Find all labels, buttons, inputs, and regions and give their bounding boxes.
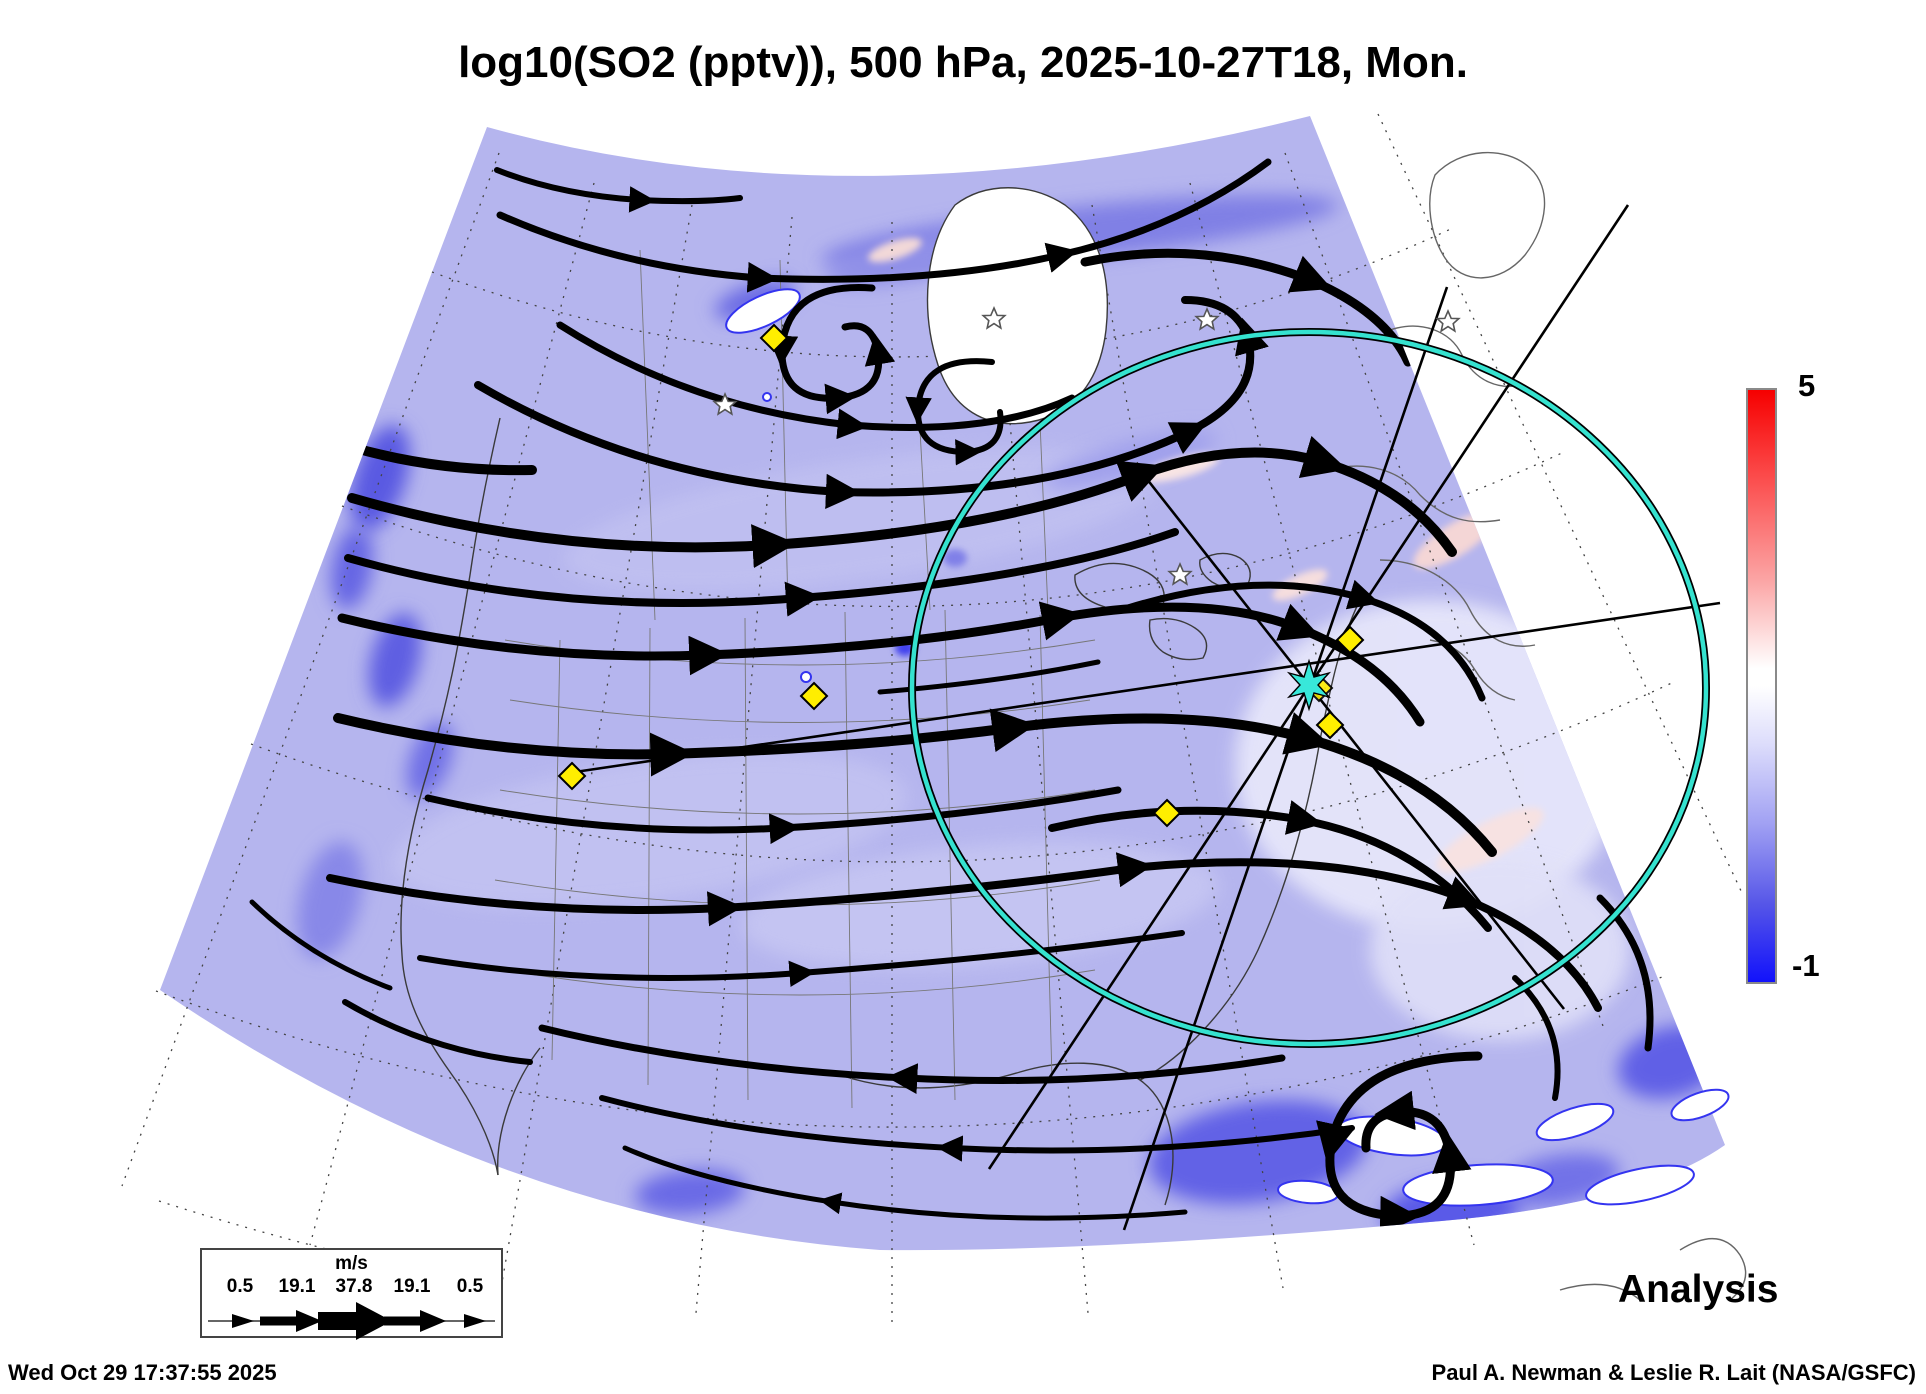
wind-arrow-scale-icon bbox=[208, 1302, 495, 1340]
wind-legend-value: 19.1 bbox=[278, 1276, 316, 1297]
wind-legend-value: 0.5 bbox=[226, 1276, 254, 1297]
credit-text: Paul A. Newman & Leslie R. Lait (NASA/GS… bbox=[1431, 1360, 1916, 1385]
status-badge: Analysis bbox=[1618, 1268, 1779, 1311]
wind-units-label: m/s bbox=[335, 1253, 368, 1274]
range-ring bbox=[908, 328, 1710, 1048]
colorbar-min-label: -1 bbox=[1792, 948, 1820, 983]
wind-legend-value: 19.1 bbox=[393, 1276, 431, 1297]
colorbar-max-label: 5 bbox=[1798, 368, 1816, 403]
generated-timestamp: Wed Oct 29 17:37:55 2025 bbox=[8, 1360, 277, 1385]
wind-speed-legend: m/s 0.5 19.1 37.8 19.1 0.5 bbox=[200, 1248, 503, 1340]
plot-title: log10(SO2 (pptv)), 500 hPa, 2025-10-27T1… bbox=[458, 38, 1468, 87]
center-star-icon bbox=[1286, 658, 1332, 712]
wind-legend-value: 37.8 bbox=[335, 1276, 373, 1297]
wind-legend-value: 0.5 bbox=[456, 1276, 484, 1297]
wind-streamlines bbox=[249, 158, 1654, 1236]
colorbar bbox=[1746, 388, 1777, 984]
